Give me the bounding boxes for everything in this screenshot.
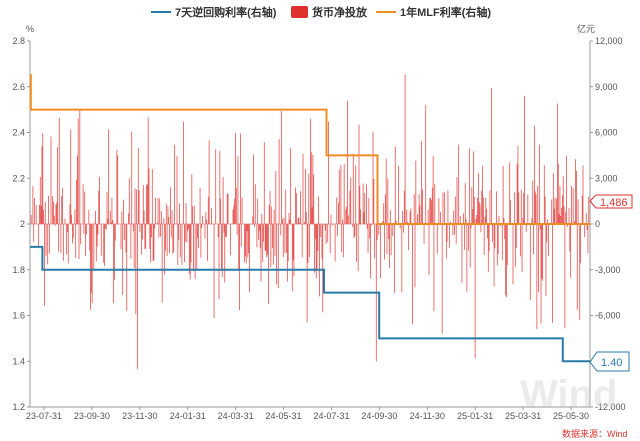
legend-label-mlf: 1年MLF利率(右轴) — [400, 5, 491, 19]
legend-label-reverse-repo: 7天逆回购利率(右轴) — [175, 5, 277, 19]
right-tick-label: 12,000 — [595, 36, 623, 46]
right-tick-label: 0 — [595, 219, 600, 229]
left-tick-label: 1.6 — [12, 311, 25, 321]
end-label-net-injection-text: 1,486 — [600, 197, 628, 209]
x-tick-label: 24-01-31 — [170, 411, 206, 421]
x-tick-label: 24-11-30 — [410, 411, 445, 421]
x-tick-label: 24-05-31 — [266, 411, 302, 421]
right-tick-label: 3,000 — [595, 173, 618, 183]
right-tick-label: 9,000 — [595, 82, 618, 92]
right-axis-unit: 亿元 — [577, 23, 595, 34]
right-tick-label: 6,000 — [595, 128, 618, 138]
end-label-reverse-repo-text: 1.40 — [601, 357, 622, 369]
x-tick-label: 23-09-30 — [74, 411, 110, 421]
watermark-logo: Wind — [520, 373, 617, 417]
x-tick-label: 25-05-30 — [553, 411, 589, 421]
mlf-rate-line — [29, 74, 590, 225]
left-axis-ticks: 1.2 1.4 1.6 1.8 2 2.2 2.4 2.6 2.8 — [12, 36, 30, 412]
left-tick-label: 1.4 — [12, 356, 25, 366]
right-tick-label: -6,000 — [595, 311, 621, 321]
x-tick-label: 24-03-31 — [218, 411, 254, 421]
x-axis-ticks: 23-07-31 23-09-30 23-11-30 24-01-31 24-03-31… — [26, 407, 589, 421]
left-tick-label: 1.8 — [12, 265, 25, 275]
left-tick-label: 2.4 — [12, 128, 25, 138]
left-tick-label: 2 — [20, 219, 25, 229]
end-label-reverse-repo: 1.40 — [589, 351, 630, 372]
left-tick-label: 2.6 — [12, 82, 25, 92]
left-tick-label: 2.8 — [12, 36, 25, 46]
x-tick-label: 23-07-31 — [26, 411, 62, 421]
end-label-net-injection: 1,486 — [589, 194, 633, 209]
source-note: 数据来源：Wind — [562, 428, 628, 439]
left-tick-label: 2.2 — [12, 173, 25, 183]
legend-label-net-injection: 货币净投放 — [311, 5, 368, 19]
legend-swatch-net-injection — [291, 6, 308, 18]
left-tick-label: 1.2 — [12, 402, 25, 412]
legend: 7天逆回购利率(右轴) 货币净投放 1年MLF利率(右轴) — [151, 5, 491, 19]
x-tick-label: 24-07-31 — [313, 411, 349, 421]
right-tick-label: -3,000 — [595, 265, 621, 275]
x-tick-label: 24-09-30 — [361, 411, 397, 421]
net-injection-bars — [30, 74, 590, 369]
right-tick-label: -12,000 — [595, 402, 626, 412]
x-tick-label: 25-01-31 — [457, 411, 493, 421]
left-axis-unit: % — [26, 24, 34, 34]
x-tick-label: 25-03-31 — [505, 411, 541, 421]
reverse-repo-rate-line — [30, 245, 590, 363]
x-tick-label: 23-11-30 — [122, 411, 157, 421]
